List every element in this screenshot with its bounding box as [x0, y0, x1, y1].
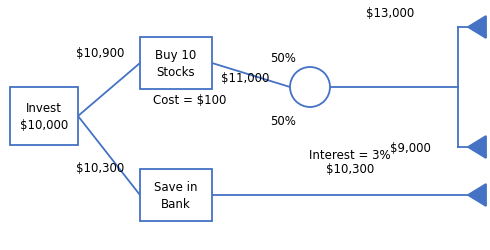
Text: $10,300: $10,300	[76, 161, 124, 174]
Text: Cost = $100: Cost = $100	[153, 94, 227, 106]
Polygon shape	[468, 184, 486, 206]
Text: 50%: 50%	[270, 114, 296, 128]
Text: $11,000: $11,000	[221, 72, 269, 85]
Text: $9,000: $9,000	[390, 141, 431, 154]
FancyBboxPatch shape	[10, 88, 78, 146]
FancyBboxPatch shape	[140, 38, 212, 90]
Text: Invest
$10,000: Invest $10,000	[20, 102, 68, 132]
Text: $10,900: $10,900	[76, 47, 124, 60]
Text: Interest = 3%: Interest = 3%	[309, 148, 391, 161]
Ellipse shape	[290, 68, 330, 108]
Text: 50%: 50%	[270, 52, 296, 65]
Polygon shape	[468, 136, 486, 158]
FancyBboxPatch shape	[140, 169, 212, 221]
Text: $10,300: $10,300	[326, 162, 374, 175]
Text: $13,000: $13,000	[366, 7, 414, 20]
Text: Buy 10
Stocks: Buy 10 Stocks	[155, 49, 196, 79]
Text: Save in
Bank: Save in Bank	[154, 180, 198, 210]
Polygon shape	[468, 17, 486, 39]
